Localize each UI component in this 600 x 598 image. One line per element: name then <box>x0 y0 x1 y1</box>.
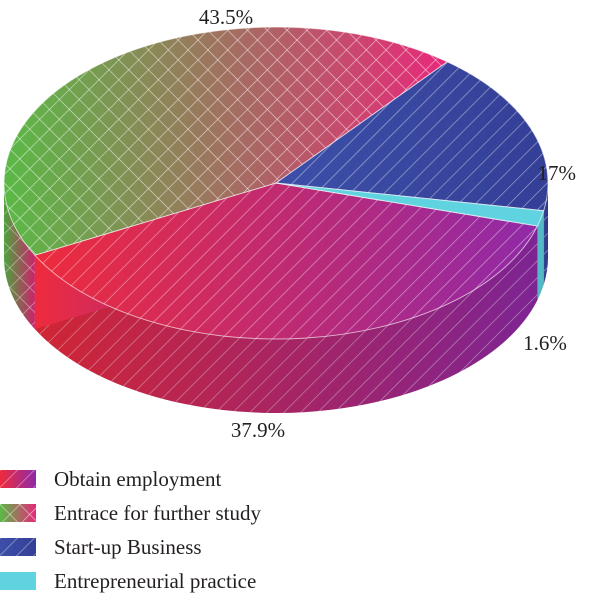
pie-slices <box>3 26 549 413</box>
legend-swatch-startup <box>0 538 36 556</box>
legend-item: Entrace for further study <box>0 496 261 530</box>
pct-label-further-study: 43.5% <box>199 5 253 29</box>
legend-swatch-pattern <box>0 538 36 556</box>
pie-side-pattern-employment <box>34 225 538 413</box>
pie-slice-pattern-startup <box>276 61 548 211</box>
pie-side-shade-entrepreneurial <box>537 210 544 300</box>
pie-side-shade-employment <box>34 225 538 413</box>
pie-side-entrepreneurial <box>537 210 544 300</box>
legend-item: Obtain employment <box>0 462 261 496</box>
pie-side-shade-further-study <box>4 183 35 330</box>
legend-item: Start-up Business <box>0 530 261 564</box>
legend-label: Start-up Business <box>54 534 202 559</box>
legend-label: Entrace for further study <box>54 500 261 525</box>
legend: Obtain employment Entrace for further st… <box>0 462 261 598</box>
legend-swatch-pattern <box>0 470 36 488</box>
pct-label-entrepreneurial: 1.6% <box>523 331 567 355</box>
legend-swatch-entrepreneurial <box>0 572 36 590</box>
legend-swatch-employment <box>0 470 36 488</box>
pie-slice-pattern-employment <box>34 183 538 339</box>
pct-label-startup: 17% <box>538 161 577 185</box>
legend-swatch-pattern <box>0 504 36 522</box>
legend-swatch-further-study <box>0 504 36 522</box>
pct-label-employment: 37.9% <box>231 418 285 440</box>
pie-side-pattern-further-study <box>4 183 35 330</box>
pie-slice-pattern-further-study <box>4 26 448 256</box>
pie-chart: 37.9% 43.5% 17% 1.6% <box>3 5 576 440</box>
legend-item: Entrepreneurial practice <box>0 564 261 598</box>
legend-label: Entrepreneurial practice <box>54 568 257 593</box>
legend-swatch-fill <box>0 572 36 590</box>
legend-label: Obtain employment <box>54 466 222 491</box>
pie-labels: 37.9% 43.5% 17% 1.6% <box>199 5 576 440</box>
pie-slice-entrepreneurial <box>275 182 545 227</box>
